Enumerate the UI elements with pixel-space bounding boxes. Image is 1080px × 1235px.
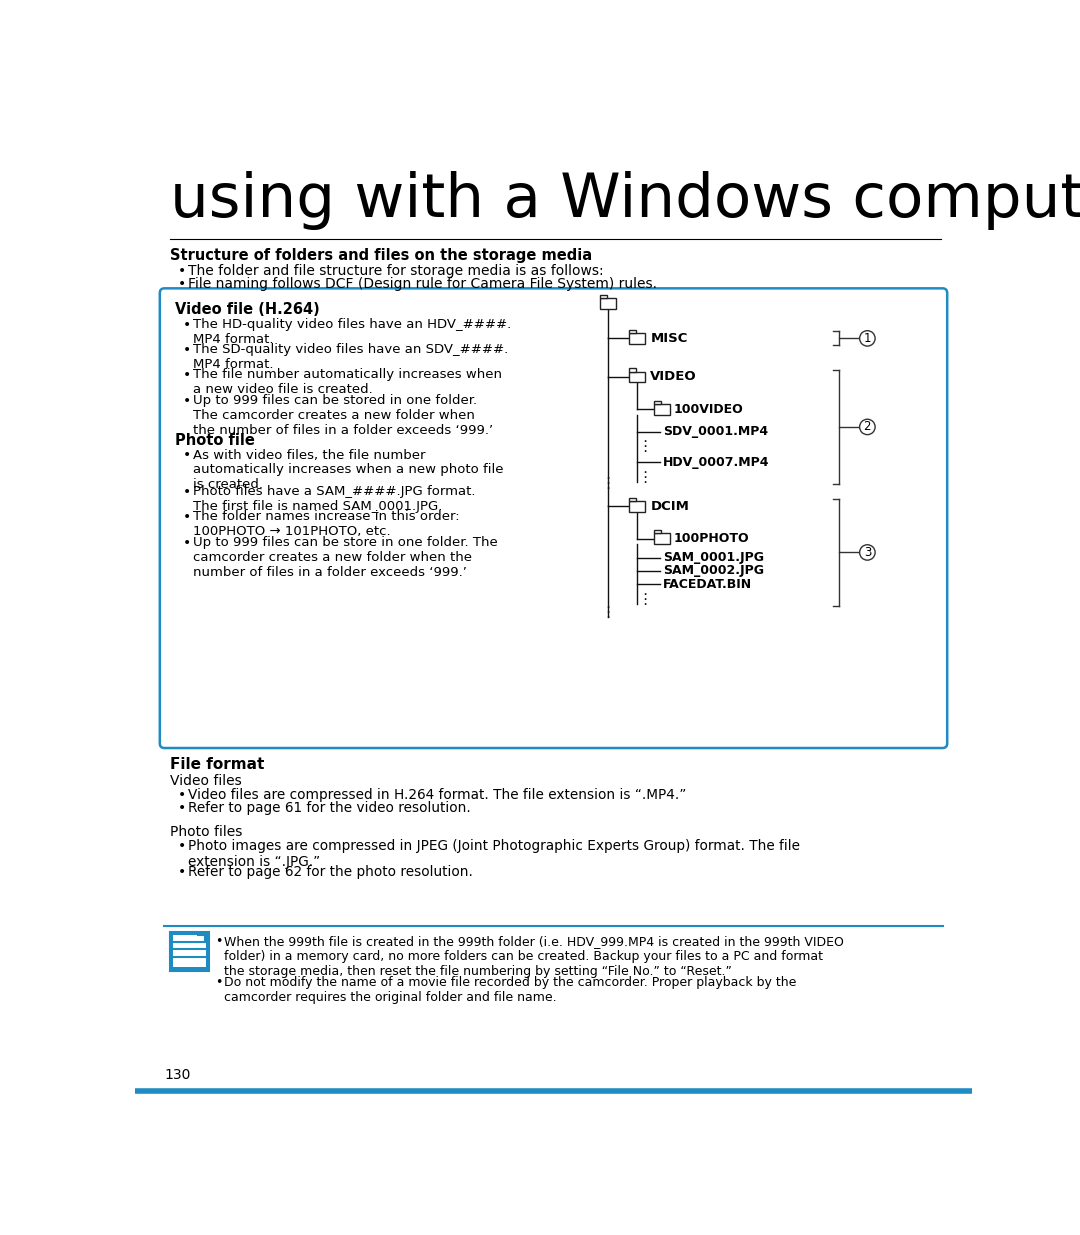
Text: ⋮: ⋮ <box>637 440 652 454</box>
Text: FACEDAT.BIN: FACEDAT.BIN <box>663 578 752 590</box>
Text: •: • <box>183 448 191 462</box>
Text: ⋮: ⋮ <box>637 592 652 606</box>
Text: •: • <box>177 802 186 815</box>
Text: ⋮: ⋮ <box>637 471 652 485</box>
Bar <box>654 404 670 415</box>
Text: •: • <box>215 976 222 989</box>
Text: File naming follows DCF (Design rule for Camera File System) rules.: File naming follows DCF (Design rule for… <box>188 277 657 290</box>
Bar <box>630 501 645 511</box>
Text: 100PHOTO: 100PHOTO <box>674 532 750 545</box>
Text: The SD-quality video files have an SDV_####.
MP4 format.: The SD-quality video files have an SDV_#… <box>193 343 509 370</box>
Bar <box>630 372 645 383</box>
Bar <box>630 498 636 501</box>
Text: As with video files, the file number
automatically increases when a new photo fi: As with video files, the file number aut… <box>193 448 503 492</box>
Text: Photo files: Photo files <box>170 825 242 839</box>
Text: •: • <box>183 484 191 499</box>
Text: 1: 1 <box>864 332 872 345</box>
Text: Refer to page 62 for the photo resolution.: Refer to page 62 for the photo resolutio… <box>188 864 473 879</box>
FancyBboxPatch shape <box>160 288 947 748</box>
Text: Up to 999 files can be stored in one folder.
The camcorder creates a new folder : Up to 999 files can be stored in one fol… <box>193 394 494 437</box>
Text: SDV_0001.MP4: SDV_0001.MP4 <box>663 425 768 438</box>
Text: •: • <box>177 264 186 278</box>
Text: Structure of folders and files on the storage media: Structure of folders and files on the st… <box>170 248 592 263</box>
Text: 2: 2 <box>864 420 872 433</box>
Text: The file number automatically increases when
a new video file is created.: The file number automatically increases … <box>193 368 502 396</box>
Text: Photo file: Photo file <box>175 433 255 448</box>
Text: VIDEO: VIDEO <box>650 370 697 383</box>
Text: When the 999th file is created in the 999th folder (i.e. HDV_999.MP4 is created : When the 999th file is created in the 99… <box>225 935 843 978</box>
Text: 100VIDEO: 100VIDEO <box>674 403 743 416</box>
Text: •: • <box>183 394 191 408</box>
Text: MISC: MISC <box>650 332 688 345</box>
Text: ⋮: ⋮ <box>600 605 616 620</box>
Text: Photo files have a SAM_####.JPG format.
The first file is named SAM_0001.JPG.: Photo files have a SAM_####.JPG format. … <box>193 484 475 513</box>
Text: •: • <box>183 343 191 357</box>
Bar <box>630 330 636 333</box>
Text: DCIM: DCIM <box>650 500 689 513</box>
Text: The HD-quality video files have an HDV_####.
MP4 format.: The HD-quality video files have an HDV_#… <box>193 317 511 346</box>
Text: •: • <box>183 368 191 383</box>
Text: •: • <box>177 839 186 853</box>
Text: Do not modify the name of a movie file recorded by the camcorder. Proper playbac: Do not modify the name of a movie file r… <box>225 976 797 1004</box>
Bar <box>600 299 616 309</box>
Bar <box>630 333 645 343</box>
Bar <box>630 368 636 372</box>
Text: Video files are compressed in H.264 format. The file extension is “.MP4.”: Video files are compressed in H.264 form… <box>188 788 686 802</box>
Text: Refer to page 61 for the video resolution.: Refer to page 61 for the video resolutio… <box>188 802 471 815</box>
Text: •: • <box>183 536 191 550</box>
Text: using with a Windows computer: using with a Windows computer <box>170 172 1080 230</box>
Text: File format: File format <box>170 757 265 772</box>
Text: The folder and file structure for storage media is as follows:: The folder and file structure for storag… <box>188 264 604 278</box>
Bar <box>654 534 670 543</box>
Text: •: • <box>177 864 186 879</box>
Bar <box>173 935 205 967</box>
Text: The folder names increase in this order:
100PHOTO → 101PHOTO, etc.: The folder names increase in this order:… <box>193 510 460 538</box>
Bar <box>170 932 208 971</box>
Text: Video files: Video files <box>170 774 242 788</box>
Text: HDV_0007.MP4: HDV_0007.MP4 <box>663 456 769 469</box>
Text: SAM_0001.JPG: SAM_0001.JPG <box>663 551 764 564</box>
Circle shape <box>860 331 875 346</box>
Circle shape <box>860 419 875 435</box>
Bar <box>654 530 661 534</box>
Text: •: • <box>177 788 186 802</box>
Text: 3: 3 <box>864 546 872 559</box>
Text: Photo images are compressed in JPEG (Joint Photographic Experts Group) format. T: Photo images are compressed in JPEG (Joi… <box>188 839 799 869</box>
Text: •: • <box>215 935 222 948</box>
Text: SAM_0002.JPG: SAM_0002.JPG <box>663 564 764 578</box>
Bar <box>654 401 661 404</box>
Bar <box>600 295 607 299</box>
Text: ⋮: ⋮ <box>600 475 616 490</box>
Text: •: • <box>183 317 191 332</box>
Text: Video file (H.264): Video file (H.264) <box>175 303 320 317</box>
Text: •: • <box>183 510 191 524</box>
Circle shape <box>860 545 875 561</box>
Text: Up to 999 files can be store in one folder. The
camcorder creates a new folder w: Up to 999 files can be store in one fold… <box>193 536 498 578</box>
Text: •: • <box>177 277 186 290</box>
Text: 130: 130 <box>164 1068 191 1082</box>
